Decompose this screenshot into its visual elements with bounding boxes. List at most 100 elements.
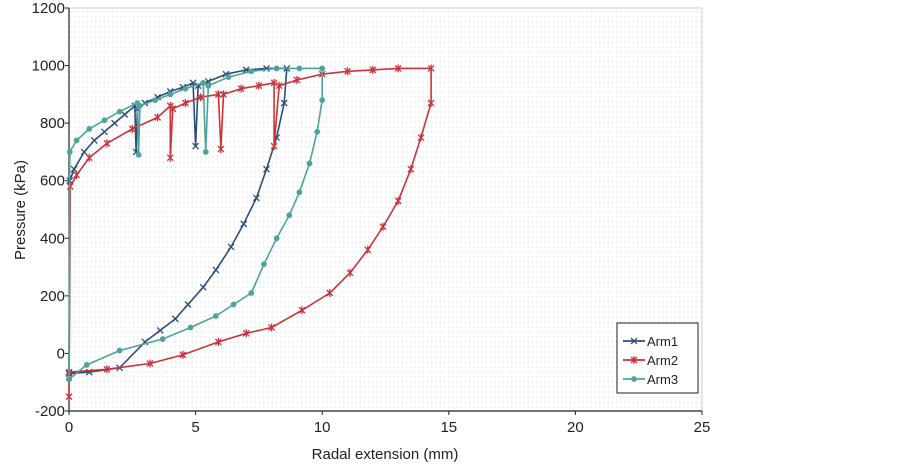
point-arm3-7 [135, 151, 142, 158]
point-arm3-27 [248, 290, 255, 296]
legend-label-arm2: Arm2 [647, 353, 678, 368]
point-arm1-27 [240, 220, 248, 228]
y-tick-labels: -200 0 200 400 600 800 1000 1200 [32, 0, 65, 420]
legend-marker-arm3 [631, 376, 637, 382]
x-tick-label-4: 20 [567, 419, 584, 436]
point-arm1-30 [199, 283, 207, 291]
legend-item-arm3: Arm3 [623, 372, 678, 387]
x-tick-label-1: 5 [191, 419, 199, 436]
point-arm3-1 [66, 149, 73, 155]
y-tick-label-7: 1200 [32, 0, 65, 17]
point-arm3-22 [306, 160, 313, 167]
point-arm2-22 [344, 67, 351, 76]
legend-item-arm1: Arm1 [623, 334, 678, 349]
point-arm2-25 [427, 64, 435, 73]
point-arm2-13 [217, 145, 225, 154]
point-arm1-29 [212, 266, 220, 274]
point-arm2-0 [65, 392, 73, 401]
point-arm2-9 [169, 104, 177, 113]
point-arm3-15 [225, 74, 232, 80]
point-arm2-8 [166, 153, 174, 162]
legend: Arm1 Arm2 Arm3 [616, 322, 699, 394]
point-arm2-27 [417, 133, 425, 142]
point-arm3-23 [296, 189, 303, 196]
point-arm2-20 [293, 75, 301, 84]
point-arm2-34 [298, 306, 306, 315]
point-arm3-33 [83, 362, 90, 368]
y-tick-label-1: 0 [57, 345, 65, 362]
series-group [65, 64, 435, 401]
x-tick-label-2: 10 [314, 419, 331, 436]
point-arm3-21 [314, 128, 321, 135]
point-arm2-23 [369, 65, 377, 74]
y-axis-title: Pressure (kPa) [12, 160, 29, 260]
point-arm3-18 [296, 65, 303, 72]
point-arm1-18 [204, 77, 212, 85]
point-arm2-28 [407, 165, 415, 174]
point-arm3-13 [202, 149, 209, 155]
point-arm2-29 [394, 196, 402, 205]
point-arm2-16 [255, 81, 263, 90]
point-arm1-25 [263, 165, 270, 173]
point-arm2-3 [85, 153, 93, 162]
x-tick-label-0: 0 [65, 419, 73, 436]
point-arm2-18 [270, 142, 278, 151]
point-arm2-11 [197, 93, 205, 102]
point-arm3-30 [187, 324, 194, 331]
point-arm3-34 [66, 376, 72, 383]
legend-label-arm1: Arm1 [647, 334, 678, 349]
point-arm2-32 [346, 268, 354, 277]
point-arm3-5 [116, 108, 123, 115]
point-arm3-32 [116, 347, 123, 354]
point-arm3-16 [248, 68, 255, 75]
legend-label-arm3: Arm3 [647, 372, 678, 387]
point-arm1-31 [184, 301, 192, 308]
point-arm1-6 [111, 119, 119, 127]
x-axis-title: Radal extension (mm) [312, 446, 459, 463]
point-arm2-24 [394, 64, 402, 73]
point-arm2-10 [182, 98, 189, 107]
point-arm2-26 [427, 98, 435, 107]
point-arm3-4 [101, 117, 108, 124]
point-arm2-33 [326, 288, 334, 297]
point-arm1-5 [100, 128, 108, 136]
point-arm2-6 [154, 113, 162, 122]
point-arm2-38 [179, 350, 187, 359]
point-arm3-9 [152, 97, 158, 104]
series-arm3 [66, 65, 326, 383]
point-arm2-2 [73, 170, 81, 179]
point-arm2-40 [103, 365, 111, 374]
point-arm3-20 [319, 97, 326, 104]
y-tick-label-3: 400 [40, 230, 65, 247]
point-arm3-2 [73, 137, 80, 144]
point-arm3-28 [230, 301, 237, 308]
legend-marker-arm1 [630, 337, 638, 345]
point-arm2-39 [146, 359, 154, 368]
point-arm2-37 [214, 337, 222, 346]
point-arm2-30 [379, 222, 387, 231]
point-arm3-31 [159, 336, 166, 342]
point-arm2-15 [237, 84, 245, 93]
point-arm3-24 [286, 212, 293, 219]
point-arm2-4 [103, 139, 111, 148]
x-tick-label-3: 15 [440, 419, 457, 436]
y-tick-label-5: 800 [40, 115, 65, 132]
point-arm3-11 [182, 85, 189, 92]
point-arm3-8 [136, 102, 143, 109]
grid [70, 11, 701, 408]
point-arm2-14 [219, 90, 227, 99]
legend-marker-arm2 [630, 356, 638, 364]
point-arm2-5 [128, 124, 136, 133]
legend-item-arm2: Arm2 [623, 353, 678, 368]
point-arm2-36 [242, 329, 250, 338]
plot-area [68, 7, 703, 412]
point-arm1-3 [80, 148, 88, 156]
y-tick-label-0: -200 [35, 403, 65, 420]
point-arm3-10 [167, 91, 174, 98]
point-arm3-3 [86, 125, 93, 132]
point-arm3-29 [212, 313, 219, 319]
point-arm3-17 [273, 65, 280, 72]
point-arm1-28 [227, 243, 235, 251]
point-arm2-35 [268, 323, 276, 332]
